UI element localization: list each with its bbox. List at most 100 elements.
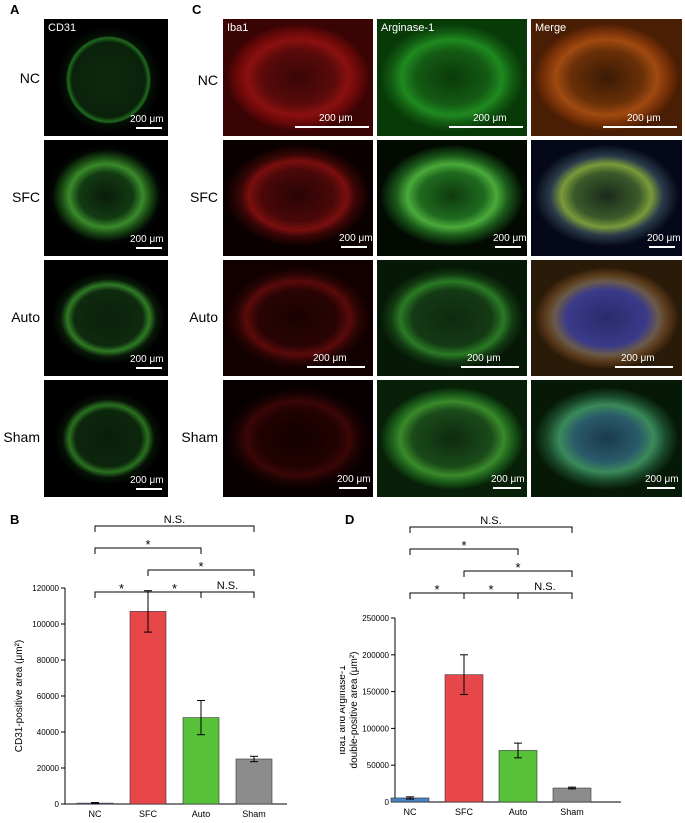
scale-bar	[136, 488, 162, 490]
y-tick-label: 200000	[362, 651, 389, 660]
y-tick-label: 0	[55, 800, 60, 809]
bar	[129, 611, 167, 805]
scale-bar-label: 200 μm	[130, 234, 164, 245]
panel-a-image-sham: 200 μm	[43, 379, 169, 498]
scale-bar	[136, 247, 162, 249]
panel-c-row-label-sham: Sham	[181, 429, 218, 445]
significance-label: *	[172, 581, 177, 596]
scale-bar-label: 200 μm	[467, 353, 501, 364]
panel-c-merge-nc: Merge 200 μm	[530, 18, 683, 137]
bar	[235, 758, 273, 805]
panel-c-row-label-nc: NC	[197, 72, 218, 88]
significance-label: *	[515, 560, 520, 575]
panel-a-image-sfc: 200 μm	[43, 139, 169, 257]
scale-bar-label: 200 μm	[621, 353, 655, 364]
chart-b: 0 20000 40000 60000 80000 100000 120000 CD31-po…	[14, 514, 287, 819]
scale-bar	[341, 246, 367, 248]
panel-c-row-label-auto: Auto	[189, 309, 218, 325]
panel-c-row-label-sfc: SFC	[190, 189, 218, 205]
panel-c-iba1-auto: 200 μm	[222, 259, 374, 377]
x-tick-label: Sham	[242, 809, 266, 819]
panel-c-arginase-sfc: 200 μm	[376, 139, 528, 257]
x-tick-label: SFC	[139, 809, 158, 819]
x-tick-label: Sham	[560, 807, 584, 817]
chart-d: 0 50000 100000 150000 200000 250000 Iba1 and A…	[340, 515, 621, 817]
scale-bar-label: 200 μm	[491, 474, 525, 485]
panel-c-merge-auto: 200 μm	[530, 259, 683, 377]
significance-label: N.S.	[480, 515, 501, 527]
significance-label: N.S.	[164, 514, 185, 526]
panel-letter-c: C	[192, 2, 202, 17]
scale-bar	[495, 246, 521, 248]
y-tick-label: 120000	[32, 584, 59, 593]
y-axis-label: Iba1 and Arginase-1	[340, 665, 348, 755]
significance-label: *	[119, 581, 124, 596]
scale-bar-label: 200 μm	[130, 114, 164, 125]
scale-bar-label: 200 μm	[647, 233, 681, 244]
x-tick-label: NC	[404, 807, 417, 817]
y-axis-label: double-positive area (μm²)	[349, 652, 360, 769]
scale-bar-label: 200 μm	[130, 475, 164, 486]
scale-bar	[136, 367, 162, 369]
scale-bar	[449, 126, 523, 128]
panel-letter-a: A	[10, 2, 20, 17]
y-tick-label: 80000	[37, 656, 60, 665]
scale-bar	[136, 127, 162, 129]
panel-c-arginase-nc: Arginase-1 200 μm	[376, 18, 528, 137]
significance-label: *	[434, 582, 439, 597]
scale-bar	[603, 126, 677, 128]
panel-c-merge-sham: 200 μm	[530, 379, 683, 498]
panel-a-row-label-sham: Sham	[3, 429, 40, 445]
panel-c-iba1-sham: 200 μm	[222, 379, 374, 498]
scale-bar	[649, 246, 675, 248]
scale-bar-label: 200 μm	[339, 233, 373, 244]
significance-label: N.S.	[534, 581, 555, 593]
scale-bar	[493, 487, 521, 489]
significance-bracket	[147, 569, 255, 576]
y-tick-label: 100000	[362, 724, 389, 733]
significance-label: *	[461, 538, 466, 553]
panel-c-merge-sfc: 200 μm	[530, 139, 683, 257]
x-tick-label: Auto	[509, 807, 528, 817]
panel-a-row-label-sfc: SFC	[12, 189, 40, 205]
x-tick-label: Auto	[192, 809, 211, 819]
scale-bar	[615, 366, 673, 368]
y-tick-label: 250000	[362, 614, 389, 623]
panel-a-row-label-auto: Auto	[11, 309, 40, 325]
bar	[444, 674, 484, 803]
scale-bar-label: 200 μm	[627, 113, 661, 124]
scale-bar-label: 200 μm	[319, 113, 353, 124]
significance-bracket	[94, 547, 202, 554]
bar	[552, 787, 592, 803]
scale-bar	[647, 487, 675, 489]
scale-bar-label: 200 μm	[313, 353, 347, 364]
y-tick-label: 100000	[32, 620, 59, 629]
scale-bar	[461, 366, 519, 368]
significance-label: *	[145, 537, 150, 552]
significance-bracket	[200, 591, 255, 598]
x-tick-label: SFC	[455, 807, 474, 817]
panel-c-iba1-sfc: 200 μm	[222, 139, 374, 257]
x-tick-label: NC	[89, 809, 102, 819]
panel-letter-b: B	[10, 512, 20, 527]
panel-c-column-label-arginase: Arginase-1	[381, 22, 435, 34]
significance-label: *	[488, 582, 493, 597]
y-tick-label: 0	[385, 798, 390, 807]
significance-bracket	[463, 570, 573, 577]
significance-bracket	[409, 526, 573, 533]
y-tick-label: 60000	[37, 692, 60, 701]
bar	[498, 750, 538, 803]
scale-bar-label: 200 μm	[337, 474, 371, 485]
y-tick-label: 40000	[37, 728, 60, 737]
significance-label: N.S.	[217, 580, 238, 592]
panel-a-stain-label: CD31	[48, 22, 77, 34]
panel-a-image-nc: CD31 200 μm	[43, 18, 169, 137]
scale-bar	[295, 126, 369, 128]
significance-label: *	[198, 559, 203, 574]
panel-c-column-label-iba1: Iba1	[227, 22, 249, 34]
y-tick-label: 20000	[37, 764, 60, 773]
significance-bracket	[409, 548, 519, 555]
scale-bar-label: 200 μm	[493, 233, 527, 244]
significance-bracket	[517, 592, 573, 599]
panel-letter-d: D	[345, 512, 355, 527]
